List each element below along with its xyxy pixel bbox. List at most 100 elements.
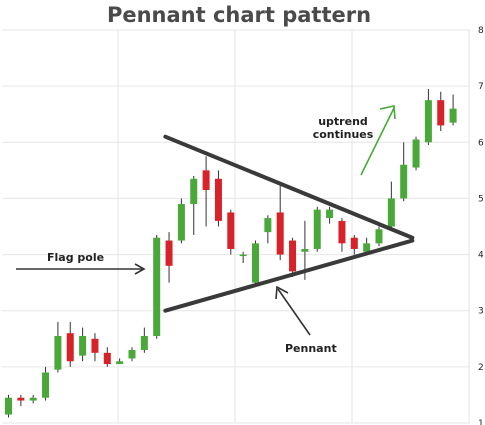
candle-body-5	[66, 333, 74, 362]
candle-body-3	[42, 372, 50, 398]
candle-4	[54, 321, 62, 373]
candle-body-12	[153, 237, 161, 336]
candle-25	[313, 206, 321, 252]
candle-31	[387, 181, 395, 230]
candle-body-16	[202, 170, 210, 191]
candle-36	[449, 94, 457, 126]
candle-21	[264, 215, 272, 244]
candle-body-27	[338, 220, 346, 244]
candle-28	[350, 234, 358, 255]
flag-pole-label: Flag pole	[47, 251, 104, 264]
candle-body-9	[116, 361, 124, 365]
flag-pole-arrow-head	[134, 263, 146, 275]
y-tick-label-5: 6	[478, 138, 484, 148]
candle-30	[375, 226, 383, 247]
y-tick-label-7: 8	[478, 26, 484, 36]
pennant-label: Pennant	[285, 342, 337, 355]
pennant-arrow-line	[277, 288, 311, 336]
candle-17	[214, 170, 222, 227]
candle-body-20	[252, 243, 259, 283]
y-tick-label-2: 3	[478, 307, 484, 317]
candle-body-17	[214, 178, 222, 221]
candle-23	[289, 237, 297, 278]
candle-body-24	[301, 248, 309, 252]
candle-body-1	[17, 397, 25, 401]
candle-13	[165, 232, 173, 283]
candle-body-21	[264, 218, 272, 233]
candle-6	[79, 327, 87, 362]
candle-body-26	[326, 209, 334, 219]
candle-26	[326, 206, 334, 224]
candle-body-15	[190, 178, 198, 205]
candle-34	[424, 88, 432, 146]
candle-body-23	[289, 240, 297, 272]
candle-10	[128, 347, 136, 362]
y-tick-label-1: 2	[478, 363, 484, 373]
candle-35	[437, 91, 445, 132]
candle-11	[140, 327, 148, 353]
candle-body-34	[424, 100, 432, 143]
candle-33	[412, 136, 420, 171]
candle-body-4	[54, 335, 62, 370]
candle-body-31	[387, 198, 395, 227]
candle-body-25	[313, 209, 321, 249]
candle-body-22	[276, 212, 284, 255]
annotation-flag-pole: Flag pole	[16, 251, 146, 275]
candle-14	[177, 198, 185, 244]
uptrend-label-line2: continues	[313, 128, 374, 141]
uptrend-arrow-head	[379, 105, 396, 120]
candle-body-35	[437, 100, 445, 126]
candle-1	[17, 394, 25, 407]
candle-27	[338, 218, 346, 252]
candle-15	[190, 175, 198, 235]
trendlines	[163, 134, 415, 313]
annotation-pennant: Pennant	[275, 285, 337, 355]
candle-22	[276, 184, 284, 261]
candle-20	[252, 240, 259, 286]
chart-title: Pennant chart pattern	[107, 3, 371, 27]
candle-body-18	[227, 212, 235, 249]
y-tick-label-3: 4	[478, 251, 484, 261]
candle-body-30	[375, 229, 383, 244]
trendline-lower	[163, 238, 415, 313]
candle-19	[239, 251, 247, 263]
candle-body-36	[449, 108, 457, 123]
candle-body-29	[363, 243, 371, 252]
candle-9	[116, 358, 124, 365]
candle-body-8	[103, 352, 111, 365]
candle-body-14	[177, 204, 185, 241]
y-axis-ticks: 1 2 3 4 5 6 7 8	[478, 26, 484, 425]
y-tick-label-6: 7	[478, 82, 484, 92]
candle-body-32	[400, 164, 408, 199]
uptrend-arrow-line	[360, 107, 395, 176]
candle-body-33	[412, 139, 420, 168]
candle-32	[400, 142, 408, 202]
y-tick-label-4: 5	[478, 194, 484, 204]
y-tick-label-0: 1	[478, 419, 484, 425]
candle-12	[153, 234, 161, 339]
candle-body-7	[91, 338, 99, 353]
candle-body-0	[5, 397, 12, 415]
candle-2	[29, 394, 37, 404]
candle-body-11	[140, 335, 148, 351]
grid	[2, 29, 470, 424]
candle-0	[5, 394, 12, 418]
pennant-arrow-head	[275, 285, 289, 300]
candle-body-13	[165, 240, 173, 266]
uptrend-label-line1: uptrend	[318, 115, 368, 128]
candle-body-28	[350, 237, 358, 249]
candle-body-10	[128, 350, 136, 359]
candle-7	[91, 333, 99, 362]
candle-18	[227, 209, 235, 255]
candle-5	[66, 321, 74, 367]
candle-body-2	[29, 397, 37, 401]
candle-3	[42, 366, 50, 401]
annotation-uptrend: uptrend continues	[313, 105, 396, 176]
candle-8	[103, 347, 111, 367]
candle-16	[202, 156, 210, 227]
trendline-upper	[163, 134, 415, 240]
candle-body-19	[239, 254, 247, 257]
candles	[5, 88, 457, 418]
candle-body-6	[79, 335, 87, 356]
